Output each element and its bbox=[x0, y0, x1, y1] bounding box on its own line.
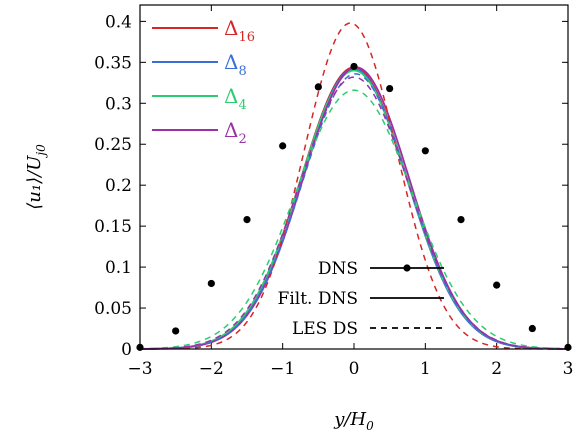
y-tick-label: 0.2 bbox=[105, 176, 132, 196]
x-tick-label: −3 bbox=[127, 359, 152, 379]
dns-point bbox=[386, 84, 394, 93]
dns-point bbox=[421, 147, 429, 155]
style-legend: DNS Filt. DNS LES DS bbox=[278, 259, 444, 339]
series-line-Δ16-dashed bbox=[140, 22, 568, 350]
dns-point bbox=[528, 324, 536, 333]
series-line-Δ2-dashed bbox=[139, 76, 569, 350]
style-legend-label: DNS bbox=[318, 259, 358, 279]
series-line-Δ4-dashed bbox=[139, 89, 569, 350]
legend-label: Δ8 bbox=[224, 50, 247, 79]
x-tick-label: −1 bbox=[270, 359, 295, 379]
x-tick-label: 3 bbox=[563, 359, 574, 379]
x-tick-label: −2 bbox=[199, 359, 224, 379]
y-tick-label: 0.15 bbox=[94, 217, 132, 237]
plot-frame bbox=[139, 4, 569, 350]
y-tick-label: 0 bbox=[121, 340, 132, 360]
x-tick-label: 0 bbox=[349, 359, 360, 379]
legend-label: Δ16 bbox=[224, 16, 255, 45]
y-tick-label: 0.05 bbox=[94, 299, 132, 319]
legend-label: Δ2 bbox=[224, 118, 247, 147]
y-tick-label: 0.25 bbox=[94, 135, 132, 155]
colored-legend: Δ16 Δ8 Δ4 Δ2 bbox=[152, 16, 255, 147]
y-tick-label: 0.35 bbox=[94, 53, 132, 73]
dns-point bbox=[350, 62, 358, 71]
y-tick-label: 0.4 bbox=[105, 12, 132, 32]
x-axis-label: y/H0 bbox=[333, 409, 374, 433]
x-tick-labels: −3 −2 −1 0 1 2 3 bbox=[127, 359, 573, 379]
y-tick-label: 0.1 bbox=[105, 258, 132, 278]
axis-ticks bbox=[139, 5, 569, 350]
style-legend-dot bbox=[403, 264, 411, 272]
dns-point bbox=[243, 215, 251, 224]
y-axis-label: ⟨u₁⟩/Uj0 bbox=[24, 144, 48, 210]
style-legend-label: Filt. DNS bbox=[278, 289, 358, 309]
legend-label: Δ4 bbox=[224, 84, 247, 113]
y-tick-labels: 0 0.05 0.1 0.15 0.2 0.25 0.3 0.35 0.4 bbox=[94, 12, 132, 360]
dns-point bbox=[279, 142, 287, 150]
dns-point bbox=[314, 83, 322, 91]
dns-point bbox=[493, 281, 501, 289]
dns-markers bbox=[136, 62, 572, 351]
dns-point bbox=[172, 327, 180, 335]
style-legend-label: LES DS bbox=[292, 319, 358, 339]
y-tick-label: 0.3 bbox=[105, 94, 132, 114]
x-tick-label: 1 bbox=[420, 359, 431, 379]
dns-point bbox=[207, 279, 215, 288]
series-line-Δ8-dashed bbox=[139, 73, 569, 350]
x-tick-label: 2 bbox=[491, 359, 502, 379]
dns-point bbox=[457, 215, 465, 224]
